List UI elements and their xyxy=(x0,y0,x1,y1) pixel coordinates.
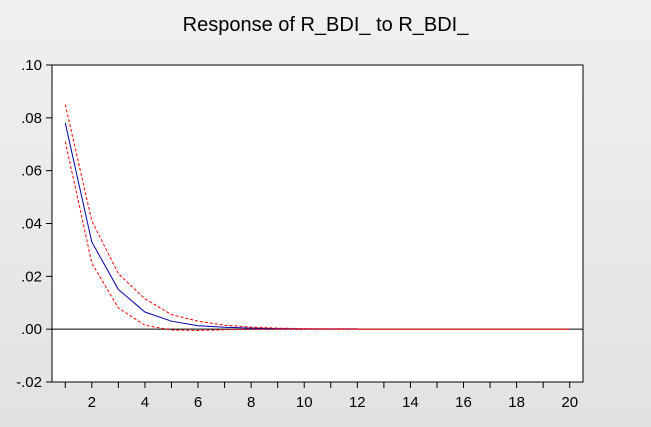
y-tick-label: .02 xyxy=(21,268,42,285)
x-tick-label: 18 xyxy=(508,394,525,411)
x-tick-label: 6 xyxy=(194,394,202,411)
x-tick-label: 4 xyxy=(141,394,149,411)
series-lower-band-line xyxy=(64,141,358,332)
x-tick-label: 8 xyxy=(247,394,255,411)
y-tick-label: .10 xyxy=(21,57,42,74)
y-tick-label: .06 xyxy=(21,163,42,180)
x-tick-label: 12 xyxy=(349,394,366,411)
y-tick-label: -.02 xyxy=(16,374,42,391)
x-tick-label: 14 xyxy=(402,394,419,411)
y-tick-label: .04 xyxy=(21,216,42,233)
x-tick-label: 16 xyxy=(455,394,472,411)
x-tick-label: 10 xyxy=(296,394,313,411)
plot-area xyxy=(51,64,584,383)
y-tick-label: .00 xyxy=(21,321,42,338)
chart-title: Response of R_BDI_ to R_BDI_ xyxy=(182,14,469,36)
x-tick-label: 20 xyxy=(561,394,578,411)
y-tick-label: .08 xyxy=(21,110,42,127)
x-tick-label: 2 xyxy=(88,394,96,411)
series-upper-band-line xyxy=(64,104,358,330)
